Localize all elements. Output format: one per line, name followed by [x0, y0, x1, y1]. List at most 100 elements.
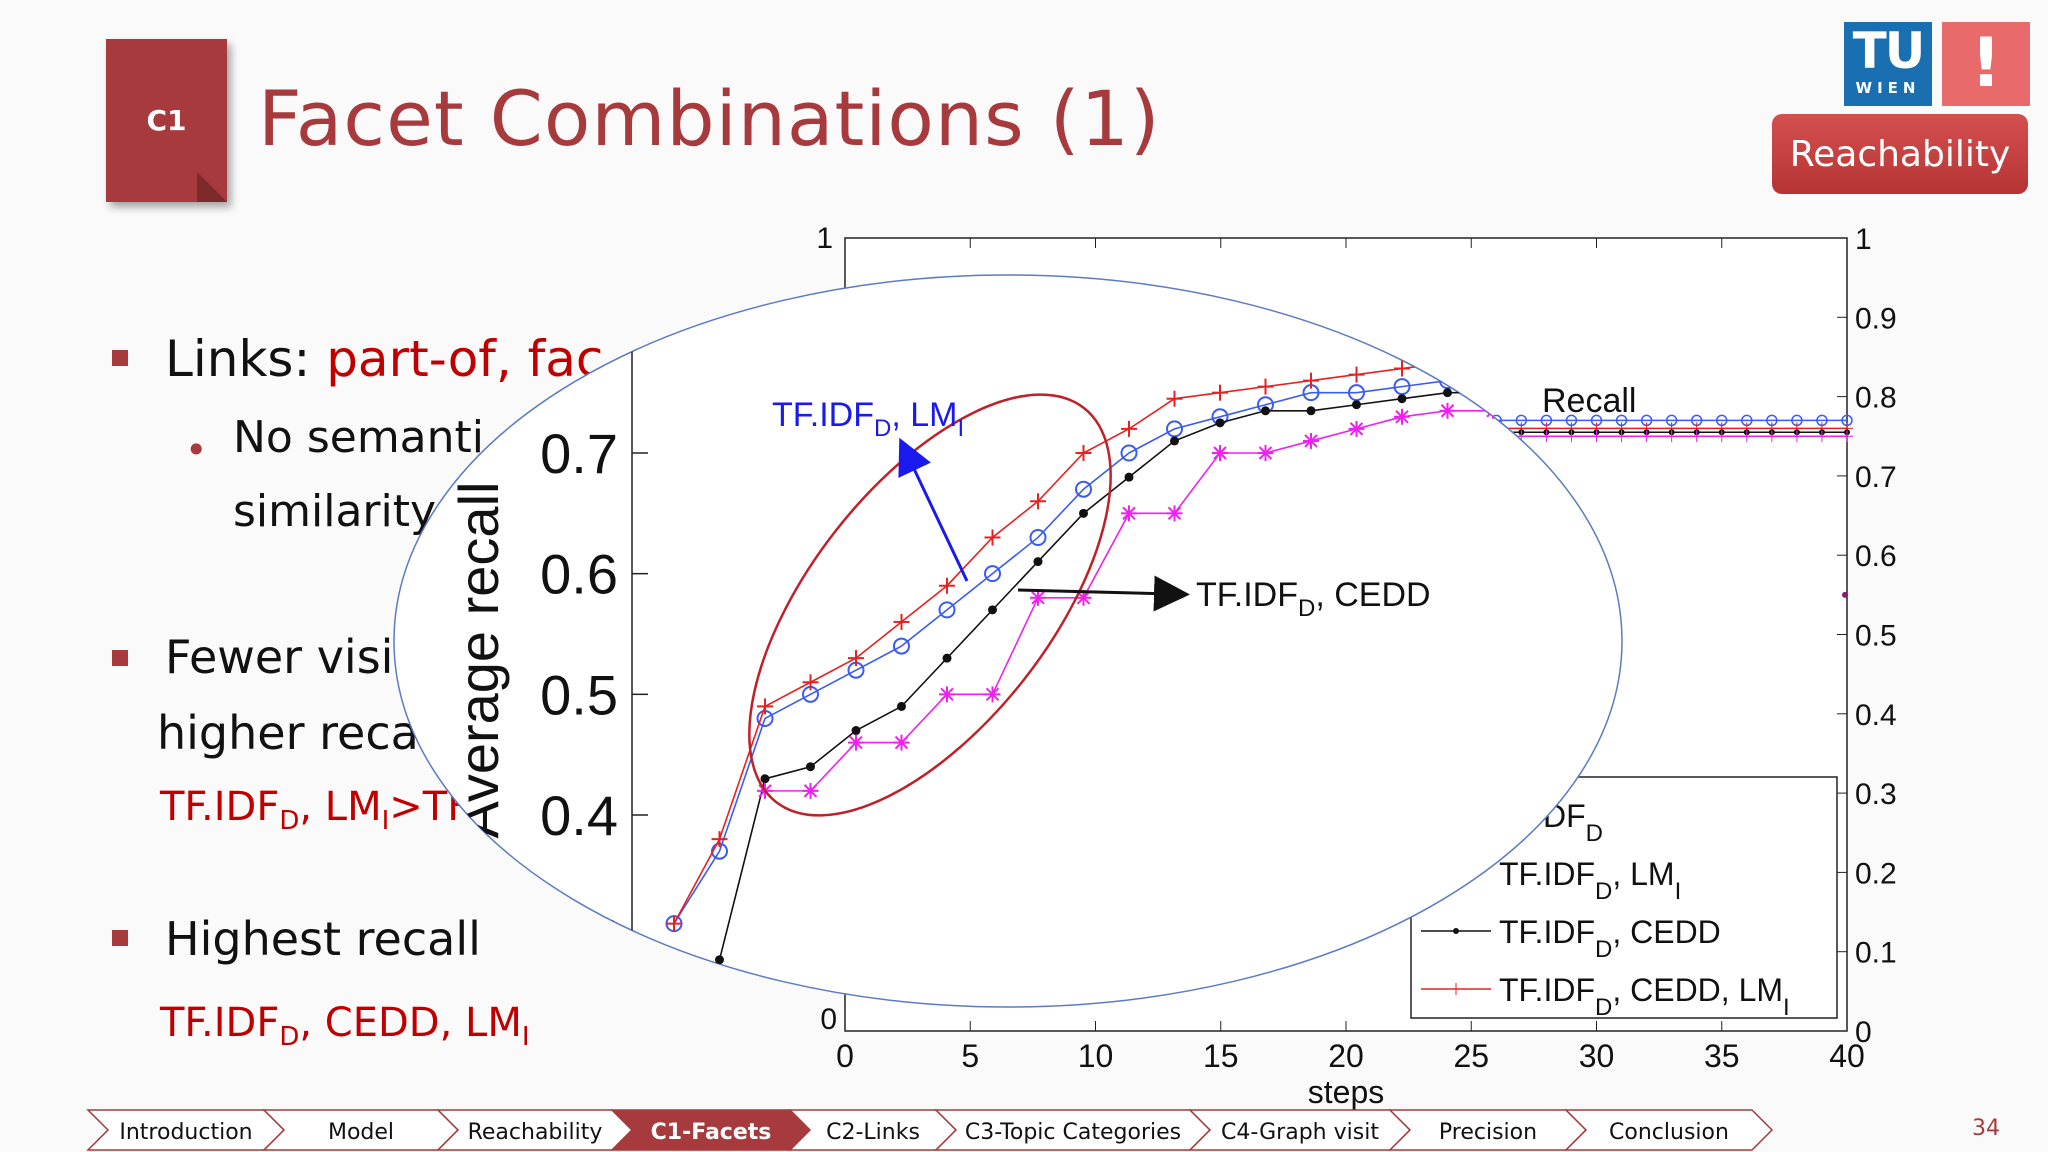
tu-logo-text: TU [1852, 22, 1926, 80]
series-marker [893, 637, 910, 655]
wien-logo-text: WIEN [1855, 79, 1921, 97]
series-marker [803, 784, 818, 798]
legend-label: TF.IDFD, CEDD, LMI [1499, 972, 1790, 1021]
x-tick-label: 5 [961, 1038, 979, 1074]
series-marker [988, 605, 997, 615]
series-marker [985, 687, 1000, 702]
page-number: 34 [1972, 1116, 2000, 1141]
y-tick-label: 0.3 [1855, 778, 1897, 811]
y-tick-label: 0.7 [1855, 461, 1897, 494]
exclamation-logo: ! [1942, 22, 2030, 106]
series-marker [1031, 591, 1045, 605]
series-marker [942, 653, 952, 663]
x-tick-label: 25 [1453, 1038, 1489, 1074]
legend-label: TF.IDFD, CEDD [1499, 914, 1721, 963]
y-tick-label-left: 0 [820, 1003, 837, 1036]
section-tag: C1 [106, 39, 227, 202]
zoom-ellipse [393, 274, 1623, 1008]
cedd-annotation: TF.IDFD, CEDD [1196, 576, 1431, 622]
page-title: Facet Combinations (1) [258, 74, 1161, 163]
nav-item-label[interactable]: C4-Graph visit [1221, 1120, 1379, 1145]
nav-item-label[interactable]: Conclusion [1609, 1120, 1729, 1145]
section-badge: Reachability [1772, 114, 2028, 194]
tu-wien-logo: TU WIEN [1844, 22, 1932, 106]
nav-item-label[interactable]: Model [328, 1120, 394, 1145]
bullet-highest: Highest recall [165, 912, 481, 966]
nav-item-label[interactable]: C3-Topic Categories [965, 1120, 1181, 1145]
series-marker [984, 565, 1001, 583]
series-marker [894, 735, 909, 750]
series-marker [1213, 446, 1227, 460]
nav-item-label[interactable]: Introduction [119, 1120, 252, 1145]
series-marker [940, 687, 954, 702]
fewer-red-b: , LM [299, 784, 382, 830]
x-tick-label: 30 [1579, 1038, 1615, 1074]
zoom-y-tick-label: 0.6 [540, 543, 618, 606]
series-marker [1166, 420, 1183, 438]
zoom-plot: 0.4 0.5 0.6 0.7 Average recall [393, 274, 1623, 1008]
nav-item-label[interactable]: C2-Links [826, 1120, 920, 1145]
series-marker [1124, 472, 1134, 482]
series-marker [851, 726, 861, 736]
series-marker [1122, 506, 1136, 521]
series-marker [1352, 400, 1361, 410]
highest-red-a: TF.IDF [160, 1000, 280, 1046]
highest-red-sub: D [279, 1022, 300, 1052]
series-marker [1397, 394, 1407, 404]
zoom-content: 0.4 0.5 0.6 0.7 Average recall [447, 300, 1547, 1007]
y-tick-label: 0.2 [1855, 857, 1897, 890]
x-tick-label: 20 [1328, 1038, 1364, 1074]
highest-red-sub2: I [521, 1022, 530, 1052]
series-marker [1076, 591, 1091, 605]
nav-item-conclusion[interactable] [1564, 1109, 1774, 1151]
lm-annotation: TF.IDFD, LMI [772, 396, 964, 442]
series-marker [1215, 418, 1225, 428]
nav-item-label[interactable]: Reachability [468, 1120, 603, 1145]
series-marker [1167, 506, 1182, 521]
bullet-fewer-line2: higher reca [157, 706, 419, 760]
highlight-ellipse [748, 393, 1112, 817]
nav-item-label[interactable]: Precision [1439, 1120, 1537, 1145]
series-marker [1395, 410, 1409, 424]
bullet-square-icon [112, 650, 128, 666]
zoom-y-tick-label: 0.4 [540, 784, 618, 847]
bullet-highest-red: TF.IDFD, CEDD, LMI [160, 1000, 530, 1052]
annotations: Recall TF.IDFD, LMI TF.IDFD, CEDD [772, 382, 1636, 622]
x-tick-label: 35 [1704, 1038, 1740, 1074]
bullet-square-icon [112, 930, 128, 946]
x-axis-label: steps [1308, 1074, 1384, 1110]
series-marker [1033, 557, 1043, 567]
series-marker [938, 601, 956, 619]
recall-annotation: Recall [1542, 382, 1636, 420]
series-marker [1170, 436, 1179, 446]
cedd-arrow-icon [1017, 575, 1190, 612]
series-marker [1440, 404, 1455, 418]
links-value: part-of, fac [326, 330, 604, 388]
zoom-y-tick-label: 0.5 [540, 663, 618, 726]
series-marker [1348, 384, 1365, 402]
series-marker [760, 774, 770, 784]
y-tick-label: 0 [1855, 1016, 1872, 1049]
legend-label: TF.IDFD, LMI [1499, 856, 1681, 905]
series-marker [849, 735, 863, 750]
links-sub-line2: similarity [233, 486, 437, 537]
series-marker [1349, 422, 1364, 436]
fewer-red-a: TF.IDF [160, 784, 280, 830]
links-sub-line1: No semanti [233, 412, 485, 463]
y-tick-label: 0.5 [1855, 620, 1897, 653]
series-marker [897, 701, 906, 711]
series-marker [1261, 406, 1270, 416]
y-tick-label: 1 [1855, 223, 1872, 256]
series-marker [715, 955, 724, 965]
highest-red-b: , CEDD, LM [299, 1000, 522, 1046]
series-marker [1029, 528, 1047, 546]
series-marker [1304, 434, 1318, 448]
y-tick-label: 0.1 [1855, 937, 1897, 970]
series-marker [1258, 446, 1273, 460]
nav-item-label[interactable]: C1-Facets [651, 1120, 772, 1145]
stray-marker [1842, 591, 1848, 598]
bullet-square-icon [112, 350, 128, 366]
